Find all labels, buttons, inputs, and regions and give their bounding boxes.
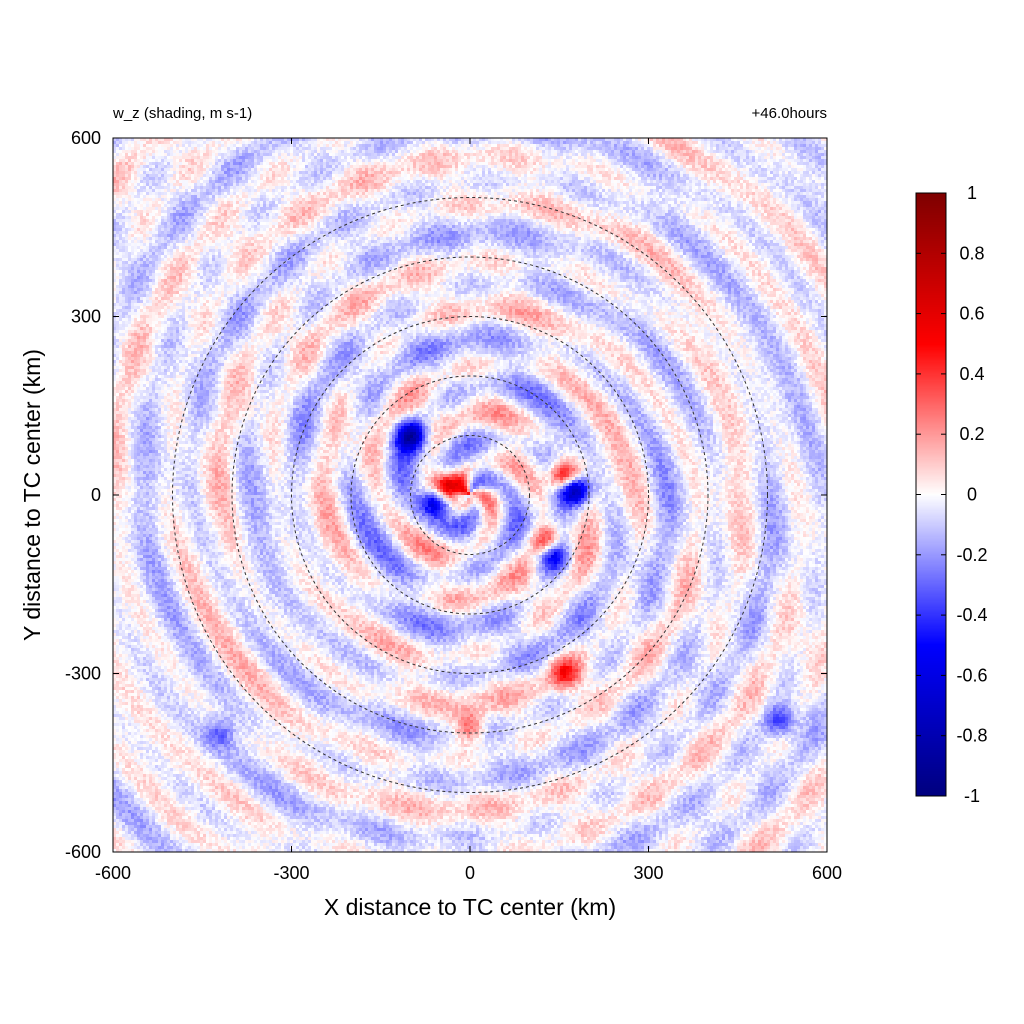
colorbar-tick-label: 0.8 [959, 243, 984, 263]
y-tick-label: 0 [91, 485, 101, 505]
colorbar-tick-label: -0.6 [956, 665, 987, 685]
range-ring [231, 256, 709, 734]
range-ring [291, 316, 649, 674]
y-axis-label: Y distance to TC center (km) [19, 349, 45, 641]
colorbar-tick-label: 0.6 [959, 304, 984, 324]
x-axis-ticks: -600 -300 0 300 600 [95, 138, 842, 883]
y-tick-label: -600 [65, 842, 101, 862]
title-left: w_z (shading, m s-1) [112, 105, 252, 122]
colorbar-tick-label: -0.2 [956, 545, 987, 565]
range-rings [172, 197, 768, 793]
range-ring [350, 375, 590, 615]
range-ring [410, 435, 530, 555]
x-tick-label: 0 [465, 863, 475, 883]
colorbar-tick-label: -0.8 [956, 726, 987, 746]
colorbar-tick-label: 1 [967, 183, 977, 203]
y-tick-label: 600 [71, 128, 101, 148]
x-axis-label: X distance to TC center (km) [324, 894, 616, 920]
colorbar-tick-label: 0.2 [959, 424, 984, 444]
x-tick-label: 300 [633, 863, 663, 883]
colorbar-tick-label: -0.4 [956, 605, 987, 625]
x-tick-label: 600 [812, 863, 842, 883]
colorbar-tick-label: -1 [964, 786, 980, 806]
y-tick-label: 300 [71, 307, 101, 327]
x-tick-label: -300 [273, 863, 309, 883]
range-ring [172, 197, 768, 793]
x-tick-label: -600 [95, 863, 131, 883]
y-axis-ticks: -600 -300 0 300 600 [65, 128, 827, 862]
colorbar-ticks: 1 0.8 0.6 0.4 0.2 0 -0.2 -0.4 -0.6 -0.8 -1 [916, 183, 988, 806]
y-tick-label: -300 [65, 664, 101, 684]
plot-frame [112, 137, 828, 853]
colorbar-tick-label: 0.4 [959, 364, 984, 384]
colorbar-tick-label: 0 [967, 485, 977, 505]
title-right: +46.0hours [752, 105, 827, 122]
